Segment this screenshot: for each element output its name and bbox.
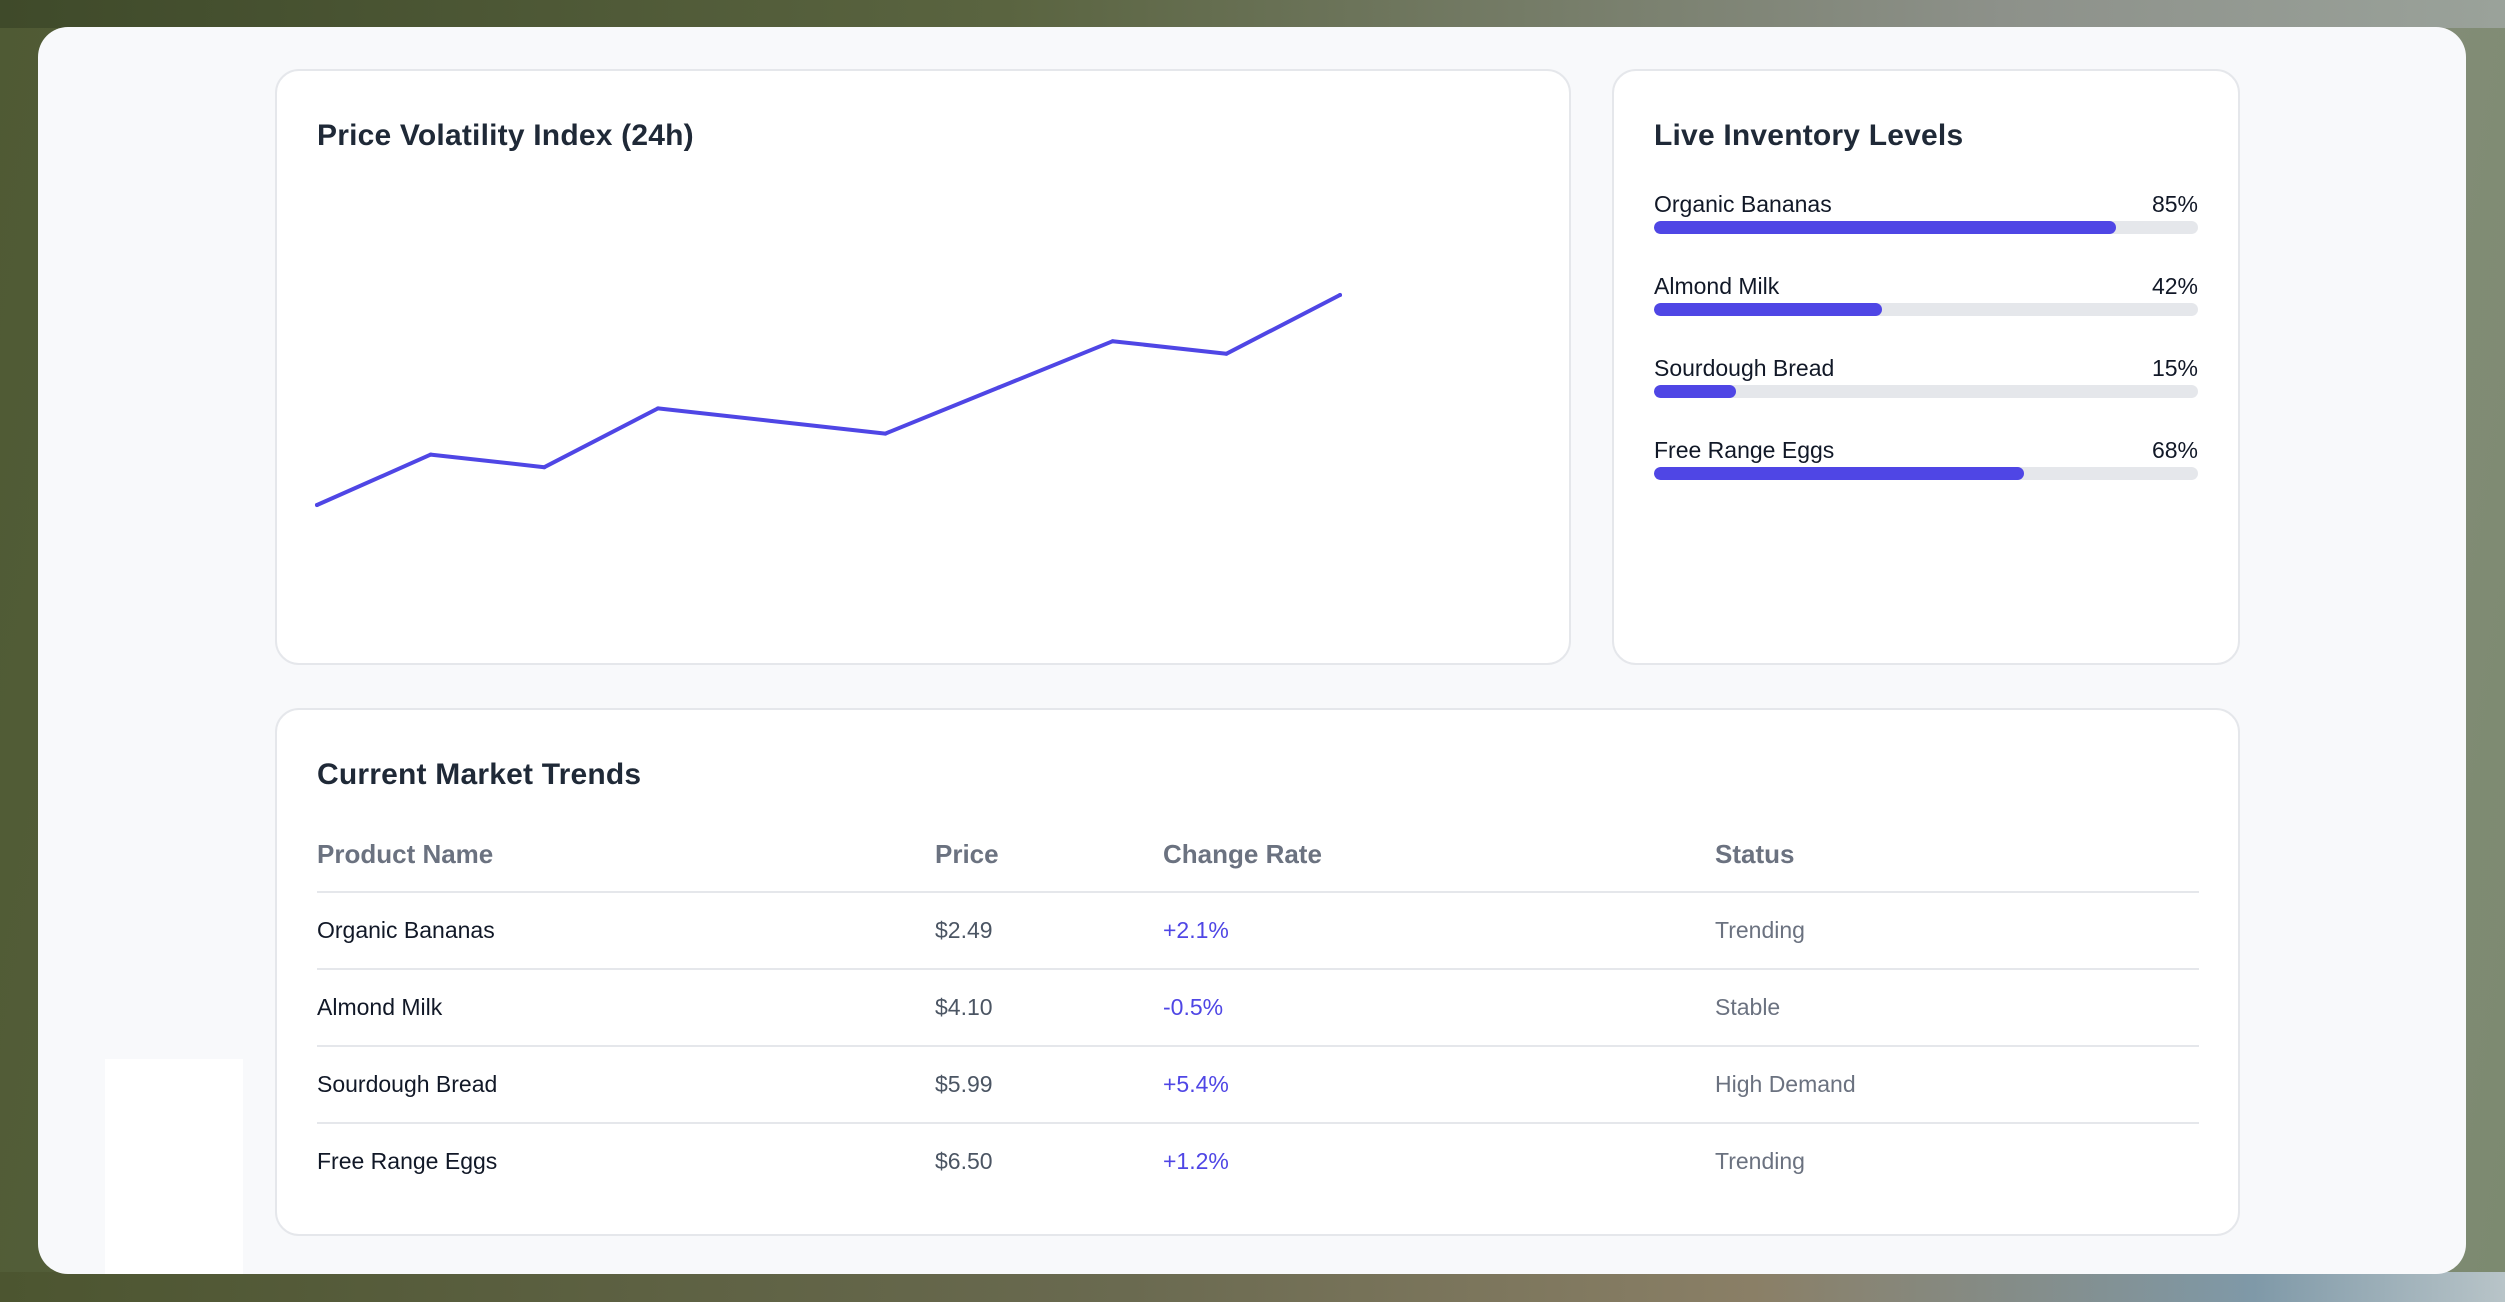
volatility-point (315, 503, 319, 507)
inventory-item: Almond Milk 42% (1654, 273, 2198, 333)
price-cell: $2.49 (935, 892, 1163, 970)
product-name-cell: Organic Bananas (317, 892, 935, 970)
inventory-progress-fill (1654, 303, 1883, 316)
volatility-card: Price Volatility Index (24h) (275, 69, 1571, 665)
change-rate-cell: -0.5% (1163, 969, 1715, 1047)
inventory-item-percent: 15% (2151, 355, 2198, 381)
table-row[interactable]: Free Range Eggs $6.50 +1.2% Trending (317, 1123, 2199, 1199)
inventory-item-percent: 68% (2151, 437, 2198, 463)
inventory-progress-track (1654, 303, 2198, 316)
market-trends-title: Current Market Trends (317, 758, 642, 791)
volatility-point (769, 419, 774, 423)
change-rate-cell: +5.4% (1163, 1046, 1715, 1124)
volatility-title: Price Volatility Index (24h) (317, 119, 694, 152)
inventory-title: Live Inventory Levels (1654, 119, 1964, 152)
status-cell: Trending (1715, 892, 2199, 970)
volatility-point (656, 406, 660, 411)
inventory-item: Sourdough Bread 15% (1654, 355, 2198, 415)
product-name-cell: Almond Milk (317, 969, 935, 1047)
change-rate-cell: +1.2% (1163, 1148, 1229, 1174)
price-cell: $6.50 (935, 1148, 993, 1174)
change-rate-cell: +2.1% (1163, 892, 1715, 970)
inventory-item: Free Range Eggs 68% (1654, 437, 2198, 497)
volatility-point (428, 452, 433, 457)
inventory-item-name: Almond Milk (1654, 273, 1780, 299)
status-cell: Trending (1715, 1148, 1805, 1174)
inventory-item-percent: 42% (2151, 273, 2198, 299)
volatility-point (542, 465, 547, 470)
table-row[interactable]: Almond Milk $4.10 -0.5% Stable (317, 969, 2199, 1047)
volatility-point (997, 385, 1001, 390)
product-name-cell: Sourdough Bread (317, 1046, 935, 1124)
volatility-point (1338, 293, 1342, 297)
volatility-chart (315, 293, 1342, 507)
inventory-progress-track (1654, 467, 2198, 480)
inventory-progress-track (1654, 221, 2198, 234)
inventory-progress-track (1654, 385, 2198, 398)
product-name-cell: Free Range Eggs (317, 1148, 498, 1174)
inventory-progress-fill (1654, 467, 2024, 480)
volatility-point (883, 431, 888, 436)
table-row[interactable]: Organic Bananas $2.49 +2.1% Trending (317, 892, 2199, 970)
volatility-series-line (315, 293, 1342, 507)
inventory-item-percent: 85% (2151, 191, 2198, 217)
status-cell: High Demand (1715, 1046, 2199, 1124)
volatility-point (1224, 351, 1229, 356)
price-cell: $5.99 (935, 1046, 1163, 1124)
table-header-row: Product Name Price Change Rate Status (317, 817, 2199, 893)
inventory-item-name: Organic Bananas (1654, 191, 1832, 217)
column-header-price[interactable]: Price (935, 817, 1163, 893)
market-trends-table: Product Name Price Change Rate Status Or… (317, 817, 2199, 1199)
table-row[interactable]: Sourdough Bread $5.99 +5.4% High Demand (317, 1046, 2199, 1124)
market-trends-card: Current Market Trends Product Name Price… (275, 708, 2240, 1236)
dashboard-window: Price Volatility Index (24h) Live Invent… (38, 27, 2466, 1274)
inventory-item-name: Free Range Eggs (1654, 437, 1835, 463)
desktop-backdrop-top (0, 0, 2505, 28)
column-header-product[interactable]: Product Name (317, 817, 935, 893)
price-cell: $4.10 (935, 969, 1163, 1047)
inventory-progress-fill (1654, 221, 2117, 234)
status-cell: Stable (1715, 969, 2199, 1047)
desktop-backdrop-bottom (0, 1272, 2505, 1302)
inventory-card: Live Inventory Levels Organic Bananas 85… (1612, 69, 2240, 665)
inventory-item-name: Sourdough Bread (1654, 355, 1835, 381)
volatility-point (1110, 339, 1115, 344)
inventory-item: Organic Bananas 85% (1654, 191, 2198, 251)
column-header-change[interactable]: Change Rate (1163, 817, 1715, 893)
inventory-progress-fill (1654, 385, 1736, 398)
sidebar-placeholder (105, 1059, 243, 1274)
column-header-status[interactable]: Status (1715, 817, 2199, 893)
